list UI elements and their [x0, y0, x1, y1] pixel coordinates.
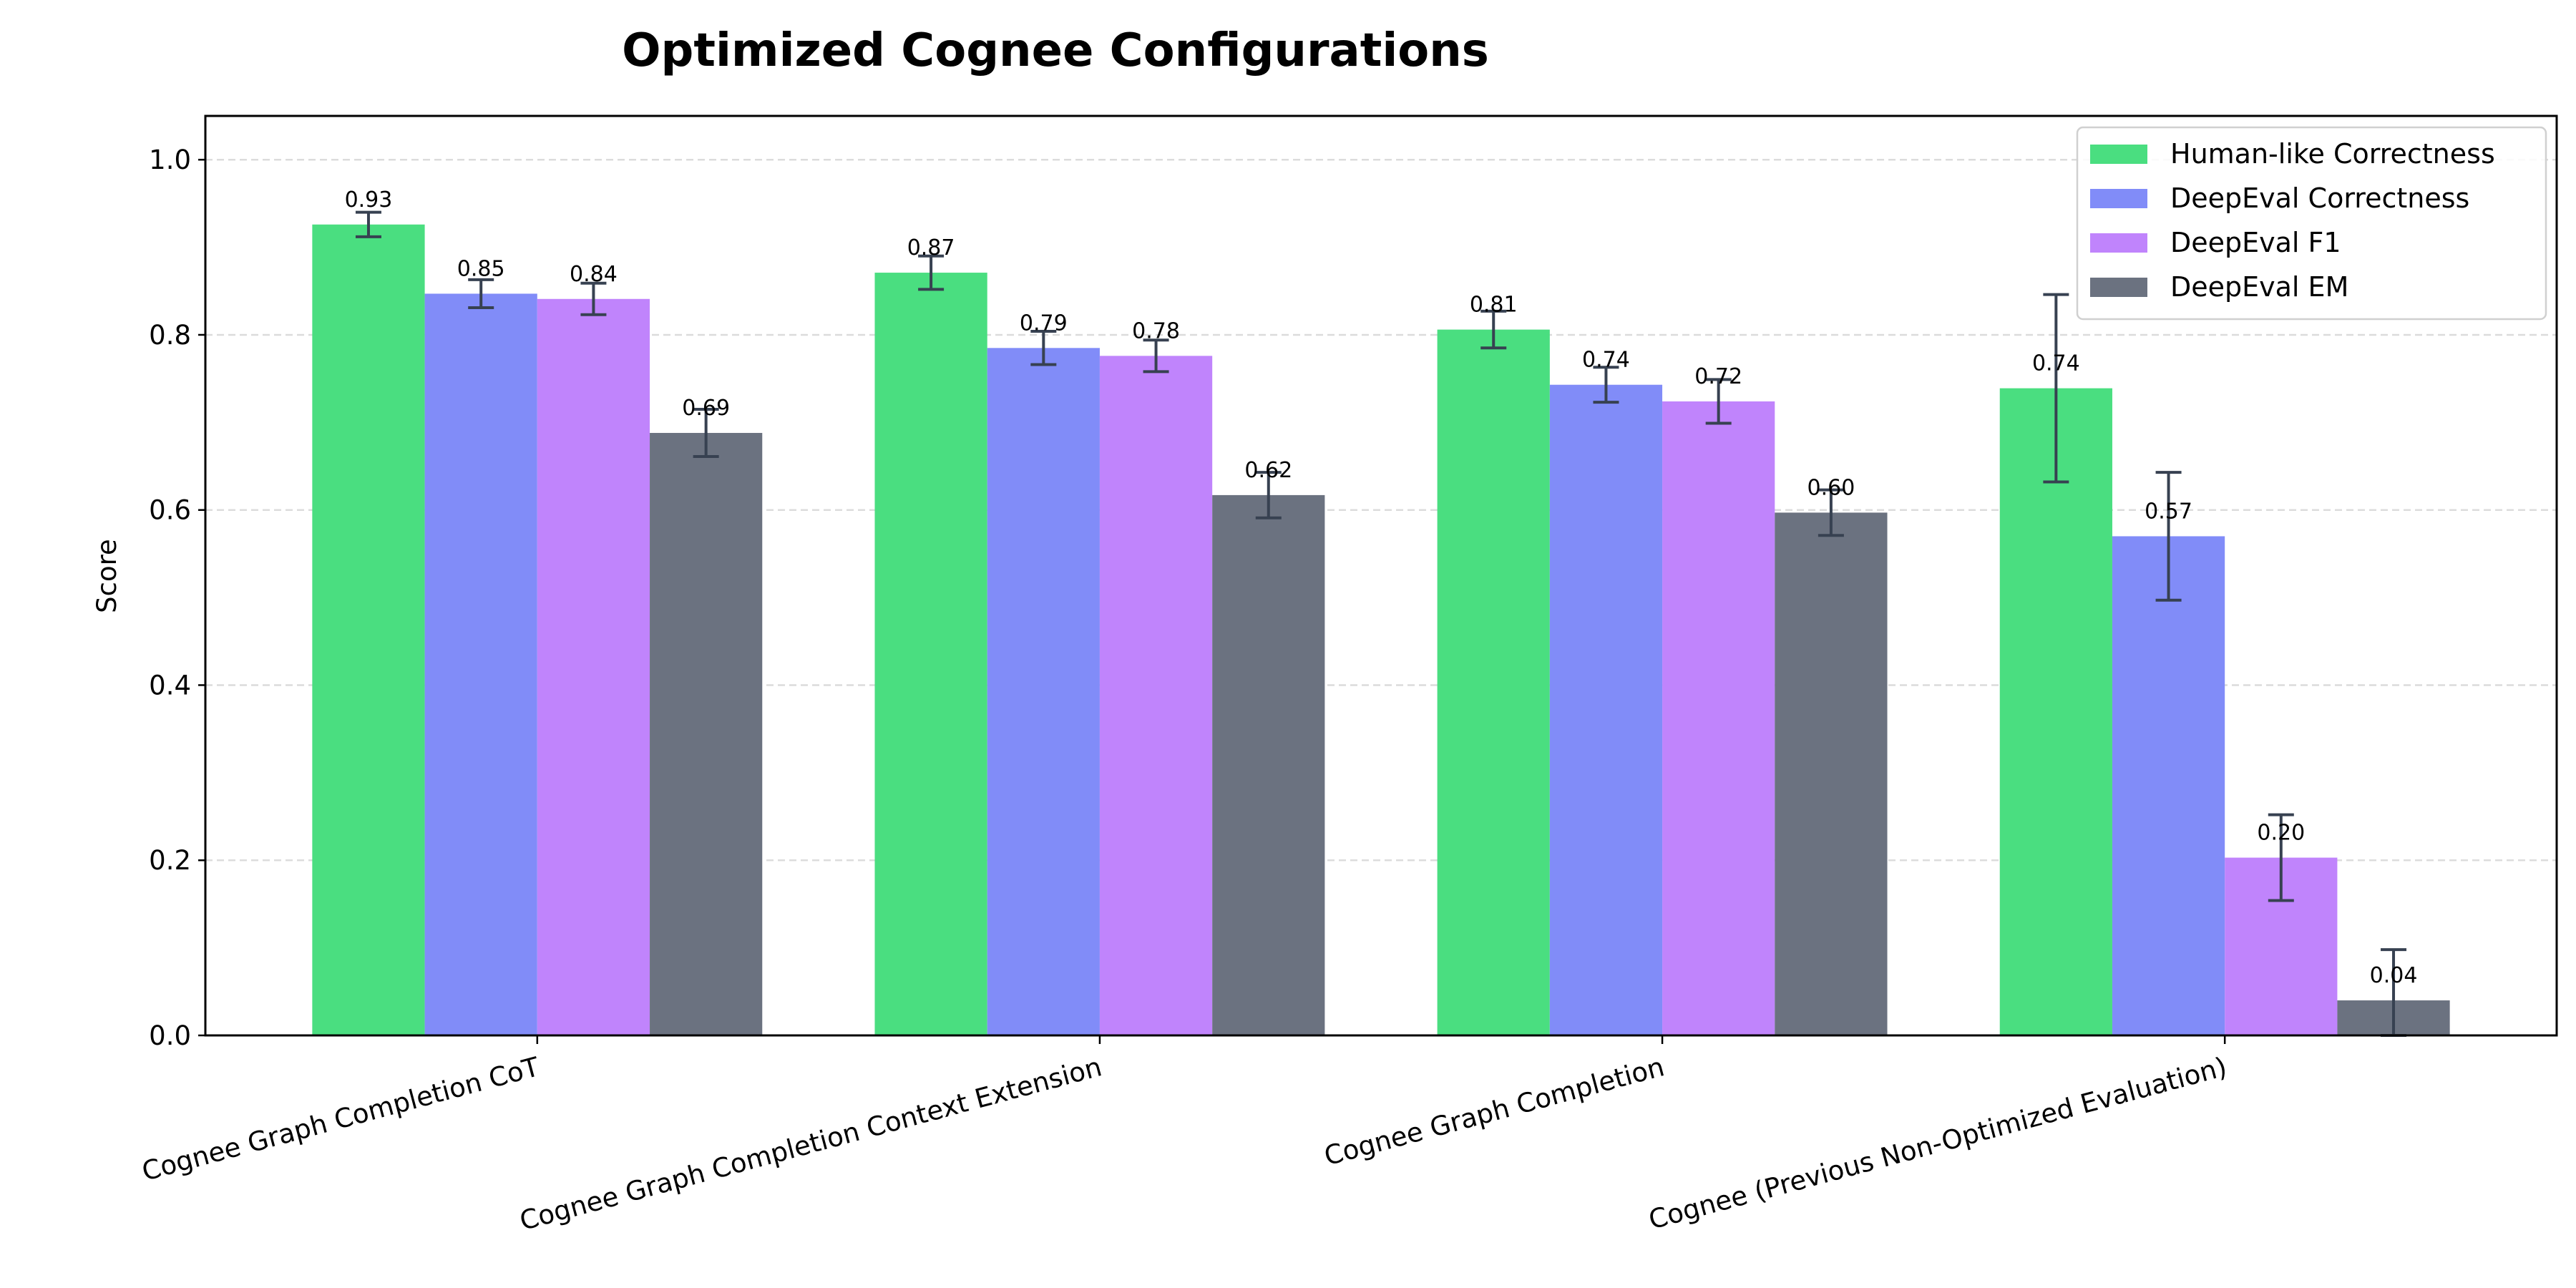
- x-tick-label: Cognee (Previous Non-Optimized Evaluatio…: [1646, 1051, 2230, 1235]
- error-bar: [1818, 488, 1844, 537]
- y-tick-label: 0.2: [149, 845, 191, 876]
- error-bar: [355, 210, 381, 238]
- error-bar: [1255, 471, 1282, 519]
- error-bar: [693, 407, 719, 459]
- data-label: 0.04: [2370, 963, 2418, 988]
- y-tick-label: 0.4: [149, 670, 191, 701]
- error-bar: [2043, 293, 2069, 484]
- bar: [424, 293, 537, 1035]
- error-bars: [355, 210, 2407, 1037]
- legend: Human-like Correctness DeepEval Correctne…: [2076, 126, 2547, 321]
- x-tick-label: Cognee Graph Completion CoT: [139, 1051, 543, 1187]
- x-tick-label: Cognee Graph Completion: [1321, 1051, 1667, 1171]
- y-tick-label: 0.6: [149, 495, 191, 526]
- legend-swatch: [2090, 233, 2147, 253]
- data-label: 0.85: [457, 256, 505, 281]
- bar: [2112, 536, 2225, 1035]
- bar: [1212, 494, 1325, 1035]
- data-label: 0.93: [345, 187, 393, 213]
- error-bar: [1480, 309, 1507, 350]
- data-labels: 0.93 0.87 0.81 0.74 0.85 0.79 0.74 0.57 0.84 0.78…: [345, 187, 2418, 988]
- error-bar: [1030, 330, 1057, 366]
- error-bar: [580, 281, 607, 316]
- legend-label: DeepEval Correctness: [2170, 182, 2469, 214]
- legend-item: Human-like Correctness: [2090, 138, 2495, 170]
- data-label: 0.74: [2032, 351, 2080, 376]
- data-label: 0.20: [2257, 821, 2305, 846]
- error-bar: [468, 278, 494, 310]
- data-label: 0.87: [907, 235, 955, 260]
- error-bar: [2155, 471, 2182, 602]
- data-label: 0.78: [1132, 318, 1180, 343]
- data-label: 0.81: [1470, 293, 1518, 318]
- legend-label: DeepEval F1: [2170, 227, 2341, 258]
- legend-item: DeepEval Correctness: [2090, 182, 2469, 214]
- legend-item: DeepEval EM: [2090, 271, 2348, 303]
- data-label: 0.79: [1020, 311, 1068, 336]
- bar: [1549, 384, 1663, 1035]
- plot-frame: [204, 114, 2558, 1037]
- error-bar: [2268, 813, 2294, 902]
- bar: [874, 273, 987, 1035]
- chart-title: Optimized Cognee Configurations: [622, 24, 1489, 77]
- data-label: 0.69: [682, 396, 730, 421]
- legend-label: DeepEval EM: [2170, 271, 2348, 303]
- bar: [1775, 512, 1888, 1035]
- legend-frame: [2076, 126, 2547, 321]
- legend-swatch: [2090, 278, 2147, 297]
- bar: [537, 298, 650, 1036]
- bar: [1099, 356, 1213, 1035]
- bar: [650, 433, 763, 1035]
- legend-label: Human-like Correctness: [2170, 138, 2495, 170]
- bar: [987, 348, 1100, 1035]
- data-label: 0.57: [2145, 499, 2192, 524]
- data-label: 0.60: [1807, 475, 1855, 500]
- error-bar: [1143, 338, 1169, 374]
- data-label: 0.62: [1244, 458, 1292, 483]
- x-tick-label: Cognee Graph Completion Context Extensio…: [517, 1051, 1105, 1236]
- bar: [312, 224, 425, 1035]
- y-tick-label: 0.8: [149, 320, 191, 351]
- error-bar: [1593, 366, 1619, 404]
- bar: [1999, 388, 2112, 1035]
- data-label: 0.72: [1694, 364, 1742, 389]
- legend-item: DeepEval F1: [2090, 227, 2341, 258]
- data-label: 0.74: [1582, 348, 1630, 373]
- y-tick-label: 1.0: [149, 145, 191, 175]
- y-axis-label: Score: [92, 539, 122, 613]
- bar: [1437, 329, 1550, 1036]
- legend-swatch: [2090, 145, 2147, 164]
- legend-swatch: [2090, 189, 2147, 208]
- y-tick-label: 0.0: [149, 1020, 191, 1051]
- error-bar: [1705, 378, 1732, 425]
- bars: [312, 224, 2450, 1036]
- data-label: 0.84: [570, 262, 618, 287]
- error-bar: [918, 254, 945, 291]
- y-axis-ticks: 0.0 0.2 0.4 0.6 0.8 1.0: [149, 145, 205, 1051]
- bar: [1662, 401, 1775, 1035]
